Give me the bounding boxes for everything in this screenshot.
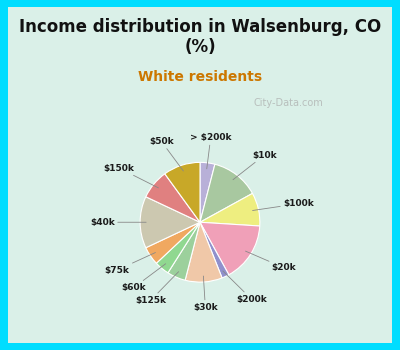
Wedge shape: [200, 222, 260, 275]
Text: $50k: $50k: [149, 137, 183, 171]
Wedge shape: [165, 162, 200, 222]
Text: $20k: $20k: [246, 251, 296, 272]
Text: $125k: $125k: [135, 272, 179, 305]
Text: $75k: $75k: [105, 253, 156, 274]
Text: Income distribution in Walsenburg, CO
(%): Income distribution in Walsenburg, CO (%…: [19, 18, 381, 56]
Text: $10k: $10k: [233, 150, 277, 180]
Text: City-Data.com: City-Data.com: [253, 98, 323, 108]
Wedge shape: [156, 222, 200, 273]
Text: White residents: White residents: [138, 70, 262, 84]
Wedge shape: [200, 194, 260, 226]
Text: $40k: $40k: [90, 218, 146, 227]
Text: > $200k: > $200k: [190, 133, 232, 169]
Wedge shape: [185, 222, 222, 282]
Text: $150k: $150k: [104, 163, 158, 188]
Wedge shape: [140, 197, 200, 248]
Wedge shape: [200, 222, 229, 278]
Text: $200k: $200k: [223, 271, 267, 304]
Wedge shape: [200, 162, 215, 222]
Wedge shape: [168, 222, 200, 280]
Wedge shape: [146, 174, 200, 222]
Wedge shape: [146, 222, 200, 263]
Text: $60k: $60k: [121, 264, 166, 292]
Text: $100k: $100k: [252, 199, 314, 210]
Wedge shape: [200, 164, 252, 222]
Text: $30k: $30k: [193, 276, 218, 312]
